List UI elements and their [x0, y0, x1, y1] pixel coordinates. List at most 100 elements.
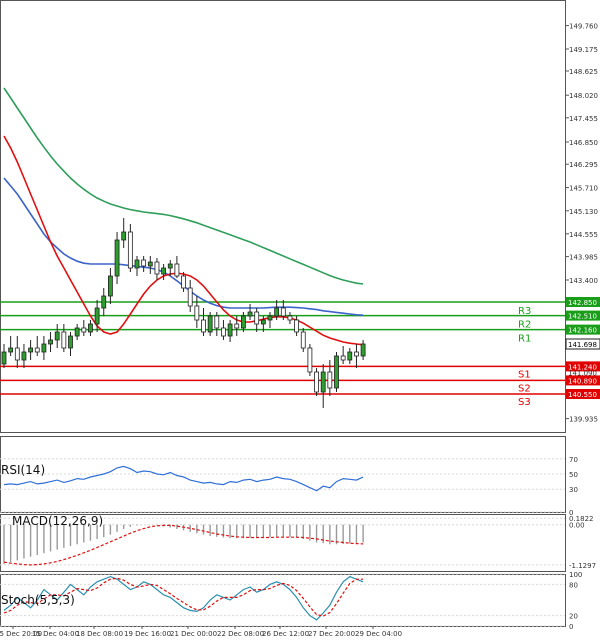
candle — [154, 258, 160, 280]
y-tick-label: 145.710 — [569, 185, 598, 193]
candle — [280, 300, 286, 320]
candle-body — [187, 287, 193, 307]
candle-body — [167, 263, 173, 269]
y-tick-label: 139.935 — [569, 416, 598, 424]
candle — [1, 344, 7, 368]
candle — [167, 260, 173, 276]
candle — [240, 312, 246, 332]
level-label-s3: S3 — [518, 397, 531, 408]
candle — [287, 312, 293, 324]
y-tick-label: 143.400 — [569, 277, 598, 285]
candle-body — [81, 327, 87, 333]
candle-body — [21, 351, 27, 361]
candle-body — [227, 323, 233, 337]
candle-body — [154, 261, 160, 275]
candle — [234, 316, 240, 336]
candle — [221, 320, 226, 340]
candle-body — [214, 315, 220, 329]
level-tag-label-s3: 140.550 — [568, 391, 597, 399]
level-label-r3: R3 — [518, 306, 531, 317]
level-tag-s2 — [566, 375, 600, 386]
level-tag-s3 — [566, 389, 600, 399]
candle-body — [1, 351, 7, 365]
candle — [267, 312, 273, 328]
candle-body — [267, 315, 273, 321]
candle — [340, 346, 346, 364]
x-tick-label: 26 Dec 12:00 — [262, 630, 309, 638]
candle — [14, 336, 20, 368]
x-tick-label: 21 Dec 00:00 — [170, 630, 217, 638]
candle — [181, 272, 186, 292]
candle-body — [88, 323, 93, 333]
candle — [28, 340, 34, 360]
panel-frame-rsi — [0, 436, 566, 513]
level-tag-label-r1: 142.160 — [568, 327, 597, 335]
candle — [214, 312, 220, 336]
level-tag-label-r2: 142.510 — [568, 313, 597, 321]
y-tick-label: 144.555 — [569, 231, 598, 239]
stoch-signal-line — [3, 577, 364, 617]
candle-body — [54, 331, 60, 341]
level-tag-label-s1: 141.240 — [568, 363, 597, 371]
candle-body — [207, 315, 213, 333]
candle-body — [121, 231, 127, 241]
candle-body — [134, 259, 140, 269]
level-tag-label-s2: 140.890 — [568, 377, 597, 385]
candle — [68, 332, 73, 356]
sub-tick-label: 20 — [569, 613, 578, 621]
x-tick-label: 27 Dec 20:00 — [308, 630, 355, 638]
y-tick-label: 143.985 — [569, 254, 598, 262]
candle — [174, 256, 180, 278]
candle-body — [68, 335, 73, 349]
candle-body — [141, 259, 147, 267]
candle — [187, 280, 193, 312]
candle — [8, 336, 14, 356]
sub-tick-label: 0 — [569, 623, 573, 631]
candle-body — [314, 371, 319, 393]
candle-body — [114, 239, 120, 277]
sub-tick-label: 100 — [569, 571, 582, 579]
level-tag-r1 — [566, 324, 600, 335]
level-tag-label-r3: 142.850 — [568, 299, 597, 307]
level-label-r1: R1 — [518, 334, 531, 345]
panel-frame-stoch — [0, 574, 566, 627]
x-tick-label: 19 Dec 16:00 — [124, 630, 171, 638]
candle — [320, 364, 326, 408]
candle-body — [360, 343, 366, 357]
candle — [307, 344, 313, 376]
candle-body — [354, 351, 359, 357]
sub-tick-label: 0.00 — [569, 522, 585, 530]
sub-tick-label: 50 — [569, 471, 578, 479]
level-label-s2: S2 — [518, 383, 531, 394]
candle — [274, 300, 280, 320]
candle — [360, 340, 366, 360]
candle — [207, 312, 213, 336]
candle — [121, 218, 127, 248]
candle-body — [127, 231, 133, 269]
candle — [260, 316, 266, 332]
candle-body — [48, 339, 53, 345]
candle — [194, 296, 200, 328]
candle — [21, 344, 27, 368]
candle — [81, 320, 87, 336]
candle-body — [41, 343, 47, 353]
candle-body — [260, 319, 266, 325]
candle — [108, 268, 113, 304]
y-tick-label: 147.455 — [569, 115, 598, 123]
candle — [141, 256, 147, 272]
candle — [161, 264, 167, 280]
candle-body — [28, 347, 34, 353]
macd-label: MACD(12,26,9) — [12, 514, 103, 528]
candle — [334, 352, 339, 392]
candle-body — [280, 307, 286, 317]
candle-body — [74, 327, 80, 337]
candle — [134, 256, 140, 276]
candle-body — [101, 295, 107, 309]
rsi-label: RSI(14) — [1, 463, 45, 477]
y-tick-label: 145.130 — [569, 208, 598, 216]
extra-price-label: 141.090 — [568, 369, 597, 377]
candle-body — [334, 355, 339, 389]
candle-body — [240, 315, 246, 329]
candle — [227, 320, 233, 342]
